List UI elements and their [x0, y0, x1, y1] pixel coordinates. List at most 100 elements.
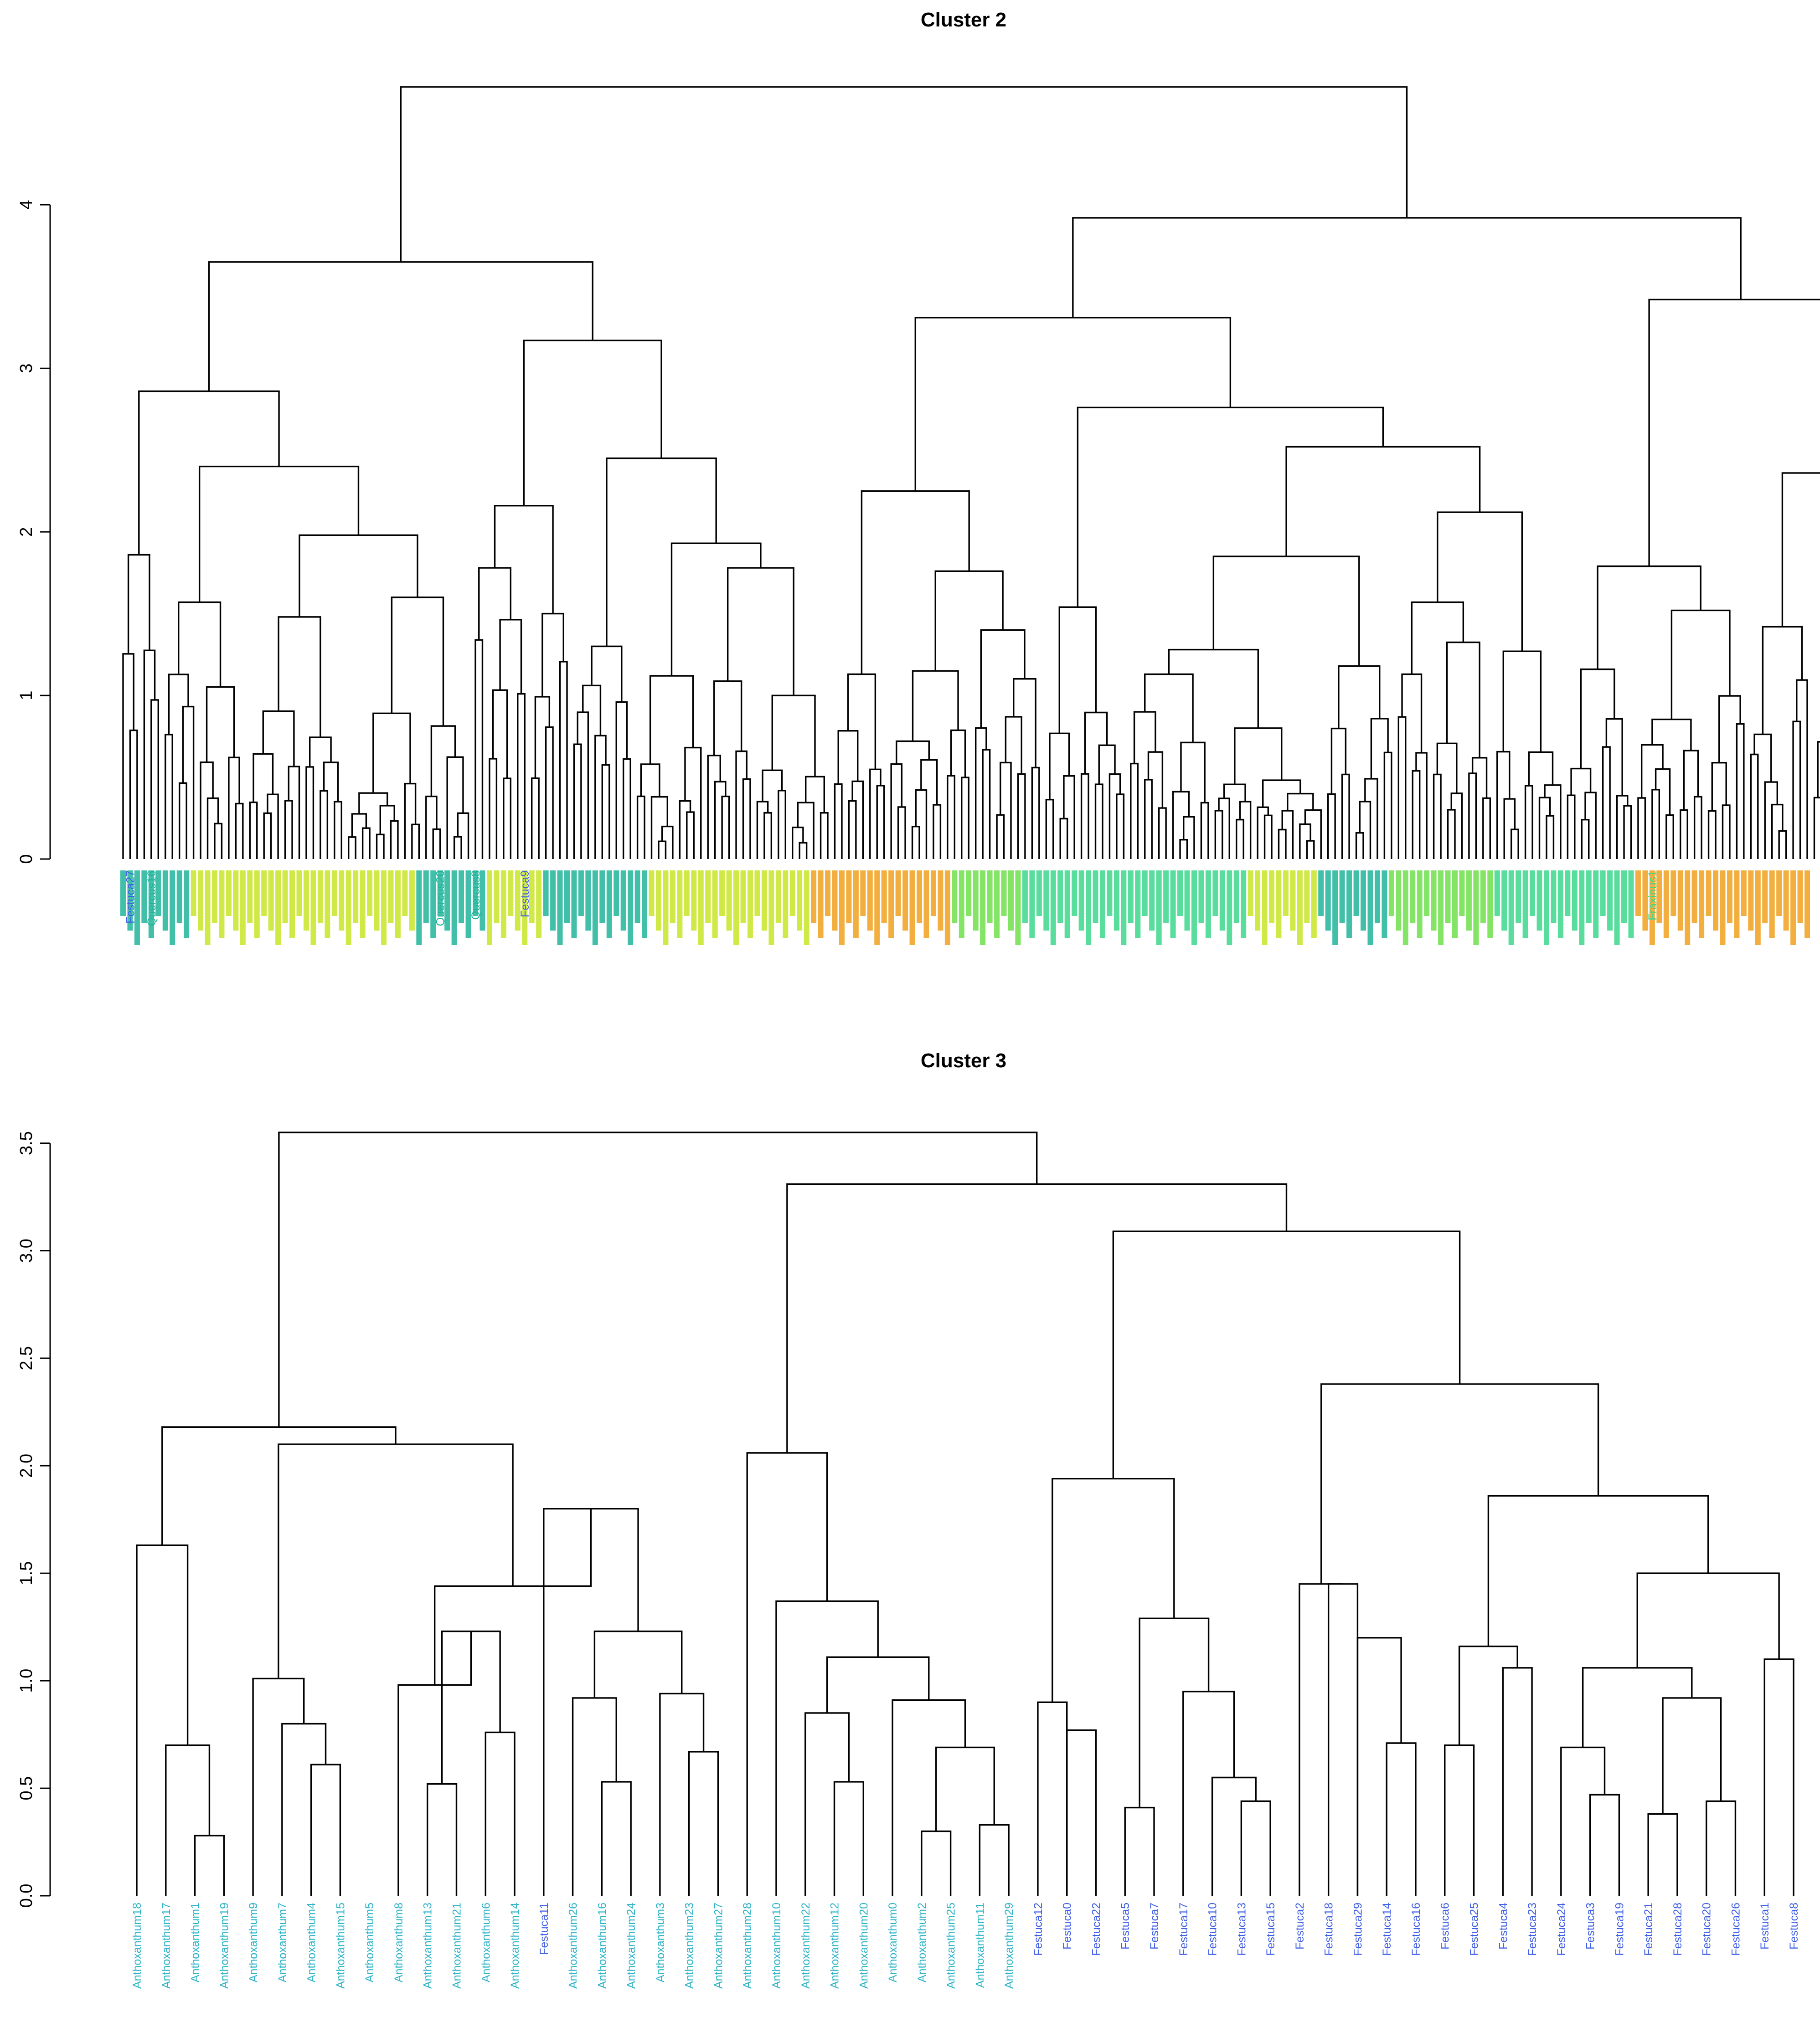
leaf-label: Festuca4 — [1497, 1903, 1510, 1950]
dendrogram-link — [288, 766, 300, 859]
dendrogram-link — [1503, 798, 1516, 859]
dendrogram-link — [1670, 609, 1731, 720]
dendrogram-link — [1662, 1697, 1722, 1814]
dendrogram-link — [679, 800, 691, 859]
leaf-label: Festuca1 — [1758, 1903, 1771, 1950]
dendrogram-link — [1058, 606, 1097, 734]
dendrogram-link — [640, 763, 660, 797]
dendrogram-link — [1359, 801, 1371, 859]
dendrogram-link — [1144, 779, 1153, 859]
dendrogram-link — [430, 725, 456, 797]
cluster-2-title: Cluster 2 — [921, 9, 1006, 31]
dendrogram-link — [896, 740, 930, 764]
dendrogram-link — [606, 457, 717, 647]
dendrogram-link — [1640, 744, 1664, 798]
dendrogram-link — [837, 730, 859, 784]
dendrogram-link — [1817, 741, 1820, 798]
leaf-label: Festuca18 — [1323, 1903, 1335, 1956]
dendrogram-link — [1763, 1658, 1794, 1896]
dendrogram-link — [425, 795, 438, 859]
dendrogram-link — [1281, 810, 1294, 859]
dendrogram-link — [593, 1630, 683, 1698]
dendrogram-link — [485, 1731, 516, 1896]
cluster-3-y-axis: 0.0 0.5 1.0 1.5 2.0 2.5 3.0 3.5 — [17, 1131, 51, 1908]
dendrogram-link — [1299, 1583, 1343, 1896]
y-tick-label: 4 — [17, 200, 36, 210]
dendrogram-link — [786, 1183, 1288, 1453]
dendrogram-link — [1584, 792, 1597, 859]
dendrogram-link — [713, 680, 742, 756]
dendrogram-link — [1262, 779, 1301, 808]
dendrogram-link — [947, 775, 956, 859]
dendrogram-link — [1401, 673, 1423, 753]
dendrogram-link — [206, 797, 219, 859]
dendrogram-link — [1524, 785, 1533, 859]
y-tick-label: 2.5 — [17, 1346, 36, 1370]
dendrogram-link — [826, 1656, 930, 1713]
y-tick-label: 0.0 — [17, 1884, 36, 1908]
leaf-label: Anthoxanthum17 — [160, 1903, 173, 1989]
dendrogram-link — [1355, 832, 1364, 859]
dendrogram-link — [503, 777, 512, 859]
cluster-2-panel: Cluster 2 0 1 2 3 4 Festuca27 Quercus16 Quercu… — [17, 9, 1820, 945]
leaf-label: Anthoxanthum6 — [479, 1903, 492, 1982]
dendrogram-link — [1796, 679, 1808, 859]
leaf-label: Anthoxanthum25 — [945, 1903, 958, 1989]
dendrogram-link — [559, 661, 568, 859]
dendrogram-link — [1436, 742, 1458, 793]
dendrogram-link — [1560, 1746, 1606, 1896]
leaf-label: Anthoxanthum24 — [625, 1903, 638, 1989]
leaf-label: Anthoxanthum5 — [363, 1903, 376, 1982]
dendrogram-link — [372, 712, 411, 793]
dendrogram-link — [278, 1443, 514, 1679]
leaf-label: Festuca23 — [1526, 1903, 1539, 1956]
leaf-label: Anthoxanthum10 — [770, 1903, 783, 1989]
dendrogram-link — [1680, 809, 1688, 859]
dendrogram-link — [545, 726, 554, 859]
dendrogram-link — [1327, 793, 1336, 859]
leaf-label: Quercus8 — [469, 870, 482, 920]
leaf-label: Quercus16 — [145, 870, 158, 926]
leaf-label: Festuca2 — [1294, 1903, 1306, 1950]
dendrogram-link — [1433, 773, 1442, 859]
cluster-2-y-axis: 0 1 2 3 4 — [17, 200, 51, 864]
leaf-label: Anthoxanthum20 — [857, 1903, 870, 1989]
cluster-3-links — [136, 1132, 1794, 1896]
dendrogram-link — [636, 795, 645, 859]
leaf-label: Anthoxanthum7 — [276, 1903, 289, 1982]
dendrogram-link — [573, 743, 582, 859]
dendrogram-link — [979, 1824, 1010, 1896]
dendrogram-link — [499, 619, 522, 694]
dendrogram-link — [980, 629, 1026, 728]
leaf-label: Anthoxanthum23 — [683, 1903, 696, 1989]
leaf-label: Anthoxanthum13 — [422, 1903, 434, 1989]
dendrogram-link — [1124, 1806, 1155, 1896]
dendrogram-link — [543, 1508, 639, 1896]
leaf-label: Anthoxanthum0 — [887, 1903, 899, 1982]
dendrogram-link — [1066, 1729, 1097, 1896]
leaf-label: Festuca29 — [1351, 1903, 1364, 1956]
dendrogram-link — [1415, 752, 1428, 859]
dendrogram-link — [1707, 810, 1717, 859]
dendrogram-link — [348, 836, 356, 859]
leaf-label: Anthoxanthum18 — [131, 1903, 144, 1989]
cluster-3-title: Cluster 3 — [921, 1050, 1006, 1072]
dendrogram-link — [1502, 1667, 1533, 1896]
dendrogram-link — [1582, 1667, 1693, 1748]
leaf-label: Festuca0 — [1061, 1903, 1074, 1950]
dendrogram-link — [138, 390, 280, 555]
dendrogram-link — [1771, 803, 1784, 859]
cluster-2-links — [122, 86, 1820, 859]
leaf-label: Festuca5 — [1119, 1903, 1132, 1950]
dendrogram-link — [534, 696, 551, 778]
dendrogram-link — [601, 1781, 632, 1896]
dendrogram-link — [263, 812, 272, 859]
dendrogram-link — [1736, 723, 1745, 859]
y-tick-label: 1.5 — [17, 1561, 36, 1585]
leaf-label: Anthoxanthum26 — [567, 1903, 580, 1989]
dendrogram-link — [376, 833, 385, 859]
dendrogram-link — [1356, 1637, 1402, 1896]
dendrogram-link — [572, 1697, 617, 1896]
dendrogram-link — [379, 805, 395, 835]
leaf-label: Anthoxanthum21 — [450, 1903, 463, 1989]
